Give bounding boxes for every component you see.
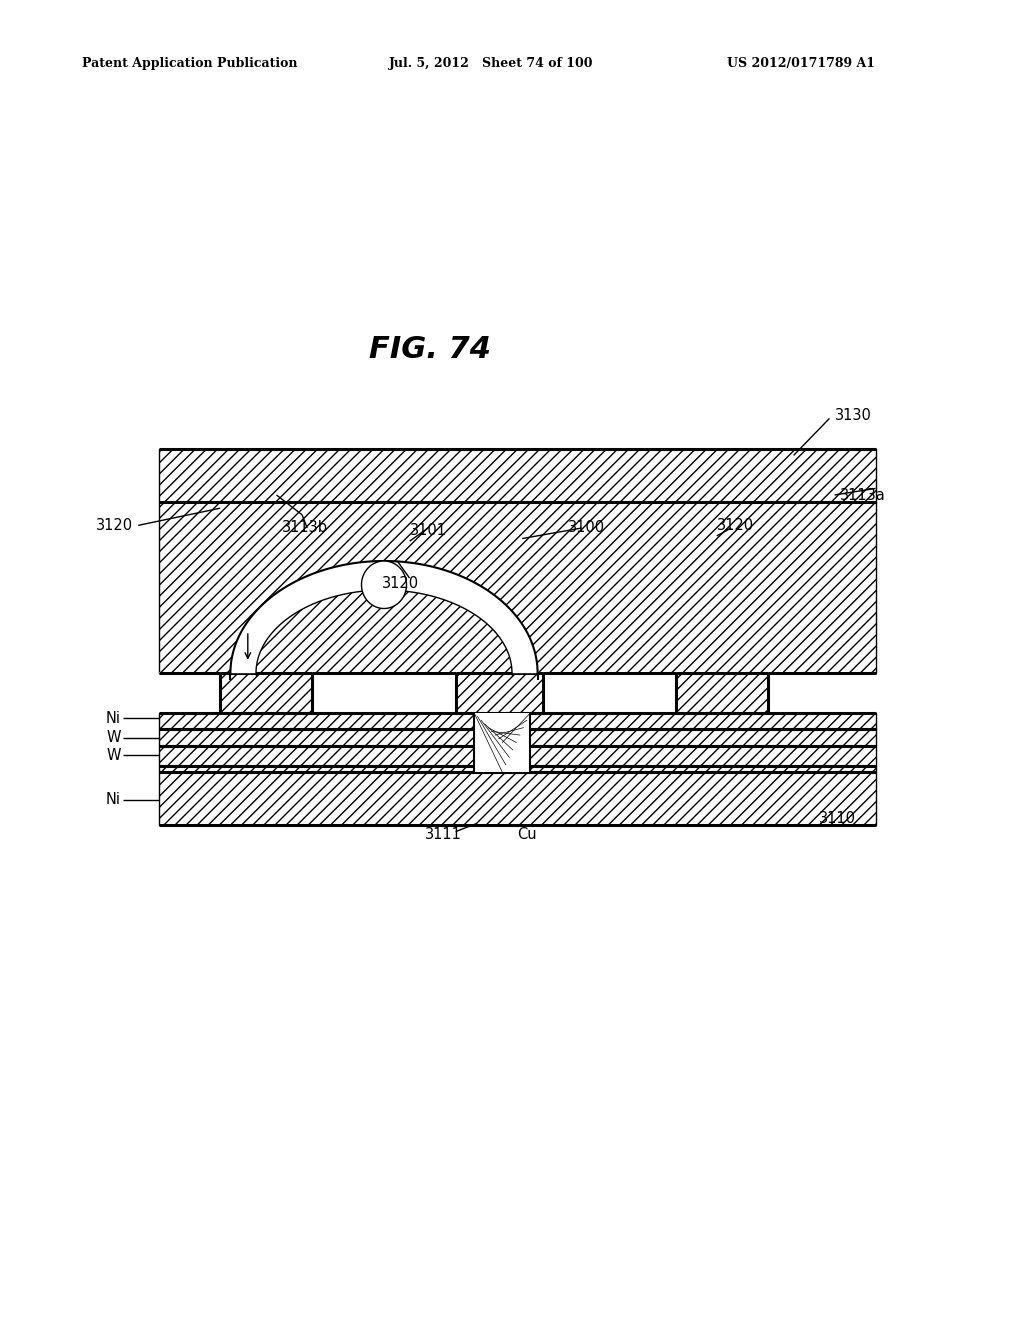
Bar <box>159 772 876 825</box>
Text: 3113b: 3113b <box>282 520 328 536</box>
Text: 3113a: 3113a <box>840 487 886 503</box>
Bar <box>159 713 876 729</box>
Polygon shape <box>361 561 407 609</box>
Bar <box>220 673 312 713</box>
Text: W: W <box>106 747 121 763</box>
Bar <box>676 673 768 713</box>
Bar <box>159 502 876 673</box>
Bar <box>474 713 530 772</box>
Text: 3120: 3120 <box>382 576 419 591</box>
Bar <box>220 673 312 713</box>
Bar <box>159 729 876 746</box>
Bar <box>159 766 876 772</box>
Text: Patent Application Publication: Patent Application Publication <box>82 57 297 70</box>
Text: 3101: 3101 <box>410 523 446 539</box>
Bar <box>159 746 876 766</box>
Text: US 2012/0171789 A1: US 2012/0171789 A1 <box>727 57 876 70</box>
Text: Cu: Cu <box>517 826 537 842</box>
Bar <box>456 673 543 713</box>
Bar <box>159 746 876 766</box>
Bar <box>159 729 876 746</box>
Text: 3111: 3111 <box>425 826 462 842</box>
Text: Jul. 5, 2012   Sheet 74 of 100: Jul. 5, 2012 Sheet 74 of 100 <box>389 57 594 70</box>
Bar <box>159 449 876 502</box>
Bar <box>676 673 768 713</box>
Text: 3120: 3120 <box>96 517 133 533</box>
Text: Ni: Ni <box>105 792 121 808</box>
Text: FIG. 74: FIG. 74 <box>369 335 492 364</box>
Polygon shape <box>230 561 538 673</box>
Bar <box>159 449 876 502</box>
Bar <box>159 672 876 713</box>
Text: W: W <box>106 730 121 746</box>
Text: 3110: 3110 <box>819 810 856 826</box>
Text: 3100: 3100 <box>568 520 605 536</box>
Bar <box>456 673 543 713</box>
Text: 3130: 3130 <box>835 408 871 424</box>
Bar <box>159 772 876 825</box>
Text: 3120: 3120 <box>717 517 754 533</box>
Text: Ni: Ni <box>105 710 121 726</box>
Bar <box>159 713 876 729</box>
Bar <box>159 766 876 772</box>
Bar <box>159 502 876 673</box>
